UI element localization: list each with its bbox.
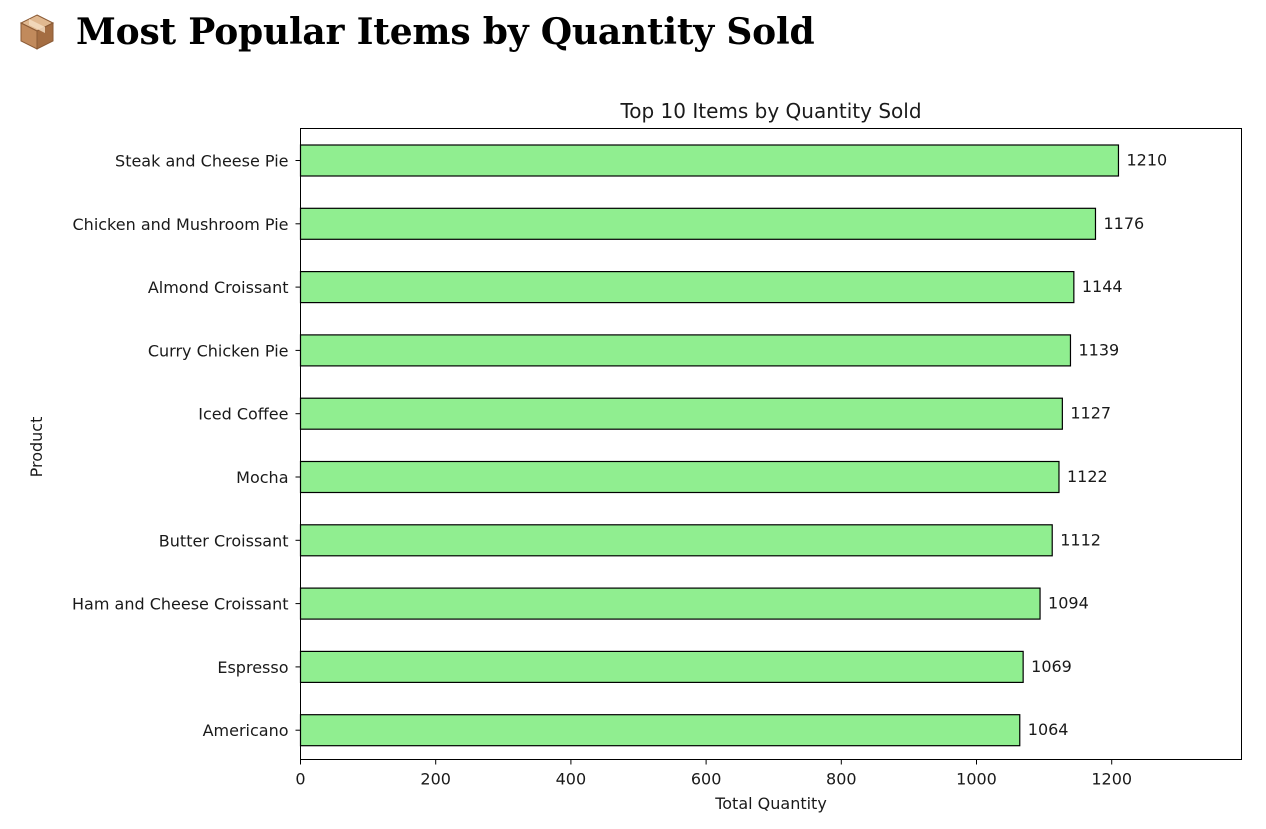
x-tick-label: 0 [295,770,305,789]
y-tick-label: Ham and Cheese Croissant [72,595,288,614]
y-tick-label: Mocha [236,468,288,487]
data-label: 1112 [1060,530,1101,549]
x-tick-label: 400 [556,770,587,789]
y-tick-label: Chicken and Mushroom Pie [73,215,289,234]
bar [299,397,1063,430]
y-tick-label: Almond Croissant [148,278,289,297]
data-label: 1139 [1078,340,1119,359]
data-label: 1210 [1126,151,1167,170]
data-label: 1064 [1028,720,1069,739]
bar [299,650,1024,684]
y-axis-label: Product [27,417,46,478]
bar [299,587,1041,620]
y-tick-label: Americano [203,721,289,740]
x-tick-label: 1200 [1091,770,1132,789]
page-title: Most Popular Items by Quantity Sold [76,11,815,53]
y-tick-label: Espresso [217,658,288,677]
y-tick-label: Steak and Cheese Pie [115,152,288,171]
bar [299,207,1097,240]
data-label: 1122 [1067,467,1108,486]
y-tick-group: Steak and Cheese Pie Chicken and Mushroom… [72,152,301,740]
data-label: 1069 [1031,657,1072,676]
x-tick-label: 800 [826,770,857,789]
bars-group: 1210 1176 1144 1139 1127 1122 1112 1094 1069 1064 [299,144,1167,747]
bar [299,334,1072,367]
x-tick-label: 200 [420,770,451,789]
x-tick-group: 0 200 400 600 800 1000 1200 [295,759,1132,789]
bar [299,714,1021,747]
bar [299,460,1060,494]
bar [299,144,1120,177]
page-header: Most Popular Items by Quantity Sold [18,8,815,56]
x-tick-label: 600 [691,770,722,789]
bar [299,271,1075,304]
data-label: 1127 [1070,404,1111,423]
bar [299,524,1053,557]
y-tick-label: Curry Chicken Pie [148,341,289,360]
package-icon [19,14,55,50]
y-tick-label: Butter Croissant [159,531,289,550]
x-axis-label: Total Quantity [714,794,827,813]
chart-title: Top 10 Items by Quantity Sold [619,99,921,123]
y-tick-label: Iced Coffee [198,405,288,424]
x-tick-label: 1000 [956,770,997,789]
data-label: 1094 [1048,594,1089,613]
data-label: 1144 [1082,277,1123,296]
plot-frame [300,128,1242,760]
data-label: 1176 [1103,214,1144,233]
